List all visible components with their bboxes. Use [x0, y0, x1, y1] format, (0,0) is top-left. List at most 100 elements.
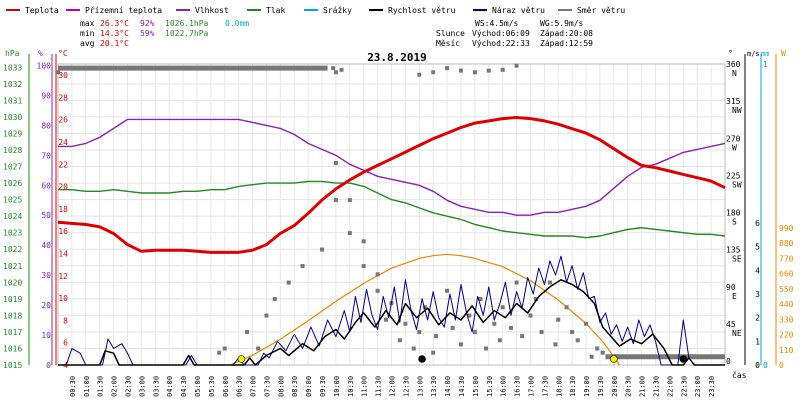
- event-marker: [418, 355, 426, 363]
- axis-direction-deg: 0: [726, 357, 731, 366]
- axis-hpa-tick: 1024: [3, 212, 22, 221]
- axis-hpa-tick: 1032: [3, 80, 22, 89]
- axis-percent-tick: 0: [46, 361, 51, 370]
- wind-direction-point: [500, 67, 505, 72]
- plot-border: [57, 63, 726, 366]
- x-tick-label: 11:30: [375, 376, 383, 397]
- wind-direction-point: [584, 321, 589, 326]
- axis-celsius-tick: 24: [58, 138, 68, 147]
- axis-percent-tick: 60: [41, 181, 51, 190]
- wind-direction-point: [589, 354, 594, 359]
- axis-mm-bottom: 0: [763, 361, 768, 370]
- x-tick-label: 06:30: [236, 376, 244, 397]
- axis-percent-tick: 10: [41, 331, 51, 340]
- legend-label: Tlak: [266, 6, 285, 15]
- moon-label: Měsíc: [436, 39, 460, 48]
- x-tick-label: 13:30: [430, 376, 438, 397]
- wind-direction-point: [478, 297, 483, 302]
- wind-direction-point: [445, 66, 450, 71]
- wind-direction-point: [564, 305, 569, 310]
- wind-direction-point: [595, 346, 600, 351]
- axis-hpa-tick: 1025: [3, 196, 22, 205]
- axis-w-tick: 330: [779, 315, 794, 324]
- axis-w-tick: 660: [779, 270, 794, 279]
- wind-direction-point: [222, 346, 227, 351]
- axis-hpa-tick: 1019: [3, 295, 22, 304]
- wind-direction-point: [472, 70, 477, 75]
- axis-w-tick: 990: [779, 224, 794, 233]
- wind-direction-point: [361, 264, 366, 269]
- x-tick-label: 14:00: [444, 376, 452, 397]
- axis-celsius-tick: 30: [58, 71, 68, 80]
- x-tick-label: 18:30: [569, 376, 577, 397]
- axis-direction-dir: SW: [732, 180, 742, 189]
- x-tick-label: 03:30: [152, 376, 160, 397]
- wind-direction-point: [347, 231, 352, 236]
- x-tick-label: 04:30: [180, 376, 188, 397]
- wind-direction-point: [320, 247, 325, 252]
- x-tick-label: 03:00: [138, 376, 146, 397]
- axis-ms-tick: 3: [755, 290, 760, 299]
- sunset-time: Západ:20:08: [540, 29, 593, 38]
- wind-direction-point: [333, 198, 338, 203]
- x-tick-label: 15:30: [486, 376, 494, 397]
- x-tick-label: 11:00: [361, 376, 369, 397]
- event-marker: [679, 355, 688, 363]
- wind-direction-point: [600, 350, 605, 355]
- wind-direction-point: [445, 288, 450, 293]
- wind-direction-point: [375, 288, 380, 293]
- series-pressure-line: [58, 180, 726, 239]
- axis-percent-tick: 70: [41, 151, 51, 160]
- x-tick-label: 10:00: [333, 376, 341, 397]
- axis-hpa-tick: 1018: [3, 311, 22, 320]
- axis-direction-deg: 315: [726, 97, 741, 106]
- axis-hpa-tick: 1033: [3, 63, 22, 72]
- x-tick-label: 23:30: [708, 376, 716, 397]
- legend-label: Vlhkost: [195, 6, 229, 15]
- x-tick-label: 16:30: [514, 376, 522, 397]
- wind-direction-point: [625, 354, 630, 359]
- wind-direction-point: [472, 330, 477, 335]
- wind-direction-point: [339, 67, 344, 72]
- x-tick-label: 23:00: [694, 376, 702, 397]
- wind-direction-point: [347, 198, 352, 203]
- axis-hpa-tick: 1030: [3, 113, 22, 122]
- axis-w-tick: 770: [779, 254, 794, 263]
- wind-direction-point: [431, 70, 436, 75]
- stat-max-label: max: [80, 19, 95, 28]
- x-tick-label: 22:00: [666, 376, 674, 397]
- axis-celsius-tick: 10: [58, 294, 68, 303]
- legend-label: Srážky: [323, 6, 352, 15]
- legend-label: Teplota: [25, 6, 59, 15]
- axis-hpa-tick: 1015: [3, 361, 22, 370]
- axis-percent-tick: 30: [41, 271, 51, 280]
- stat-max-humidity: 92%: [140, 19, 155, 28]
- wind-direction-point: [383, 317, 388, 322]
- axis-hpa-tick: 1026: [3, 179, 22, 188]
- x-tick-label: 07:00: [250, 376, 258, 397]
- wind-direction-point: [528, 313, 533, 318]
- axis-direction-deg: 225: [726, 171, 741, 180]
- wind-direction-point: [534, 297, 539, 302]
- axis-ms-tick: 1: [755, 337, 760, 346]
- axis-direction-dir: N: [732, 69, 737, 78]
- axis-ms-unit: m/s: [747, 50, 760, 58]
- x-tick-label: 16:00: [500, 376, 508, 397]
- wind-direction-point: [617, 354, 622, 359]
- wind-direction-point: [286, 280, 291, 285]
- axis-direction-unit: °: [728, 49, 733, 58]
- series-wind-speed-line: [58, 279, 725, 366]
- wind-direction-point: [570, 330, 575, 335]
- axis-hpa-tick: 1016: [3, 344, 22, 353]
- axis-hpa-tick: 1021: [3, 262, 22, 271]
- axis-hpa-tick: 1023: [3, 229, 22, 238]
- moonset-time: Západ:12:59: [540, 39, 593, 48]
- x-tick-label: 05:00: [194, 376, 202, 397]
- axis-celsius-tick: 6: [63, 339, 68, 348]
- axis-w-tick: 220: [779, 331, 794, 340]
- axis-hpa-tick: 1028: [3, 146, 22, 155]
- axis-celsius-tick: 16: [58, 227, 68, 236]
- axis-hpa-tick: 1022: [3, 245, 22, 254]
- axis-celsius-tick: 12: [58, 272, 68, 281]
